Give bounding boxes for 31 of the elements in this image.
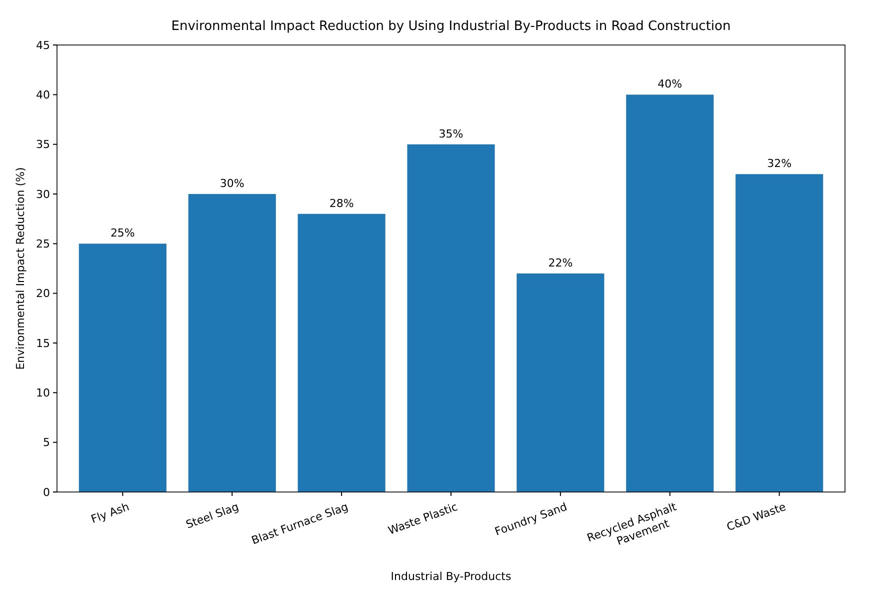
data-label: 25% xyxy=(110,226,135,240)
y-tick-label: 35 xyxy=(36,138,50,152)
y-tick-label: 45 xyxy=(36,38,50,52)
x-axis-title: Industrial By-Products xyxy=(390,570,512,583)
x-tick-label: Fly Ash xyxy=(89,500,132,526)
y-tick-label: 0 xyxy=(43,486,50,499)
data-label: 40% xyxy=(658,78,682,91)
y-tick-label: 20 xyxy=(36,287,50,300)
y-axis-title: Environmental Impact Reduction (%) xyxy=(14,167,27,370)
y-tick-label: 30 xyxy=(36,188,50,201)
bar xyxy=(516,273,604,492)
data-label: 30% xyxy=(220,177,244,190)
y-tick-label: 15 xyxy=(36,336,50,350)
y-tick-label: 25 xyxy=(36,238,50,251)
bar xyxy=(736,174,824,492)
bar xyxy=(188,194,276,492)
x-tick-label: Steel Slag xyxy=(184,500,240,532)
y-tick-label: 5 xyxy=(43,436,50,450)
chart-title: Environmental Impact Reduction by Using Industrial By-Products in Road Construction xyxy=(171,19,731,34)
y-tick-label: 40 xyxy=(36,88,50,102)
y-tick-label: 10 xyxy=(36,386,50,400)
data-label: 22% xyxy=(548,256,573,270)
bar xyxy=(407,144,495,492)
x-tick-label: Waste Plastic xyxy=(386,500,460,538)
data-label: 32% xyxy=(767,157,792,170)
data-label: 35% xyxy=(438,127,464,140)
bar xyxy=(298,214,386,492)
x-tick-label: C&D Waste xyxy=(725,500,788,534)
bar xyxy=(626,94,714,492)
bar xyxy=(78,244,166,492)
data-label: 28% xyxy=(329,196,354,210)
